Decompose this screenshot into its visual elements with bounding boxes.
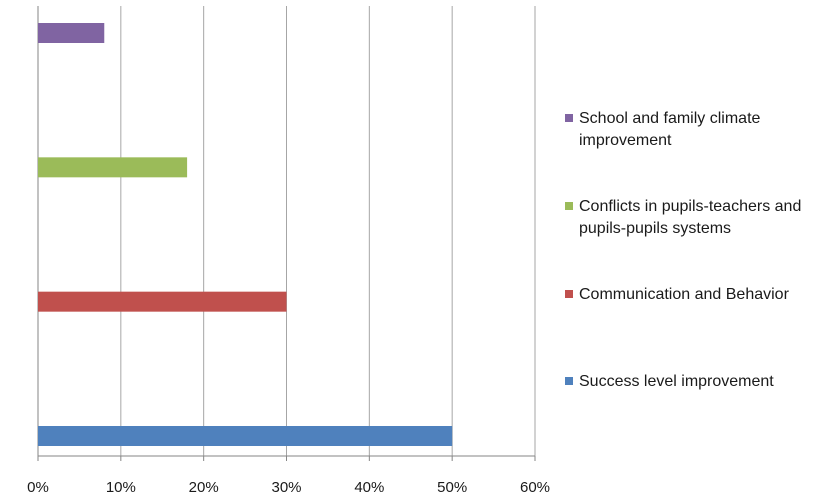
legend-item-communication-behavior: Communication and Behavior [565, 284, 835, 306]
bar-1 [38, 23, 105, 43]
legend-swatch [565, 290, 573, 298]
x-axis: 0% 10% 20% 30% 40% 50% 60% [27, 455, 550, 496]
legend-label: Conflicts in pupils-teachers and pupils-… [579, 198, 802, 237]
legend-item-success-level: Success level improvement [565, 371, 835, 393]
legend-label: Communication and Behavior [579, 286, 789, 303]
bar-4 [38, 426, 453, 446]
legend-label: Success level improvement [579, 373, 774, 390]
x-tick-label: 30% [271, 479, 301, 496]
bar-3 [38, 291, 287, 312]
bar-2 [38, 157, 188, 178]
bars [38, 23, 453, 446]
x-tick-label: 40% [354, 479, 384, 496]
x-tick-label: 0% [27, 479, 49, 496]
legend-label: School and family climate improvement [579, 110, 761, 149]
legend-item-school-family-climate: School and family climate improvement [565, 108, 835, 152]
legend-item-conflicts: Conflicts in pupils-teachers and pupils-… [565, 196, 835, 240]
x-tick-label: 10% [106, 479, 136, 496]
legend: School and family climate improvement Co… [565, 0, 835, 502]
legend-swatch [565, 202, 573, 210]
x-tick-label: 20% [189, 479, 219, 496]
legend-swatch [565, 377, 573, 385]
x-tick-label: 60% [520, 479, 550, 496]
legend-swatch [565, 114, 573, 122]
gridlines [37, 6, 536, 456]
x-tick-label: 50% [437, 479, 467, 496]
